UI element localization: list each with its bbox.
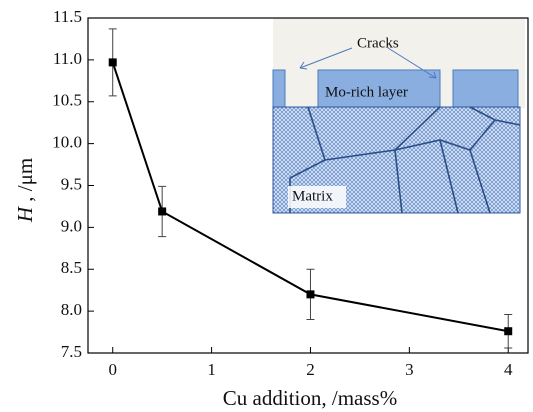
y-tick-label: 8.5 [61,258,82,277]
inset-diagram: Cracks Mo-rich layer Matrix [273,18,525,213]
page: {"chart_data": {"type": "line", "x": [0,… [0,0,533,412]
y-tick-label: 8.0 [61,300,82,319]
annotation: Matrix [292,188,333,204]
y-tick-label: 11.0 [53,49,82,68]
x-tick-label: 2 [306,360,315,379]
y-tick-label: 7.5 [61,342,82,361]
marker [158,207,166,215]
y-tick-label: 10.0 [52,133,82,152]
y-tick-label: 10.5 [52,91,82,110]
y-tick-label: 9.0 [61,216,82,235]
x-tick-label: 0 [108,360,117,379]
y-axis-label: H , /μm [13,158,37,223]
marker [109,58,117,66]
y-tick-label: 9.5 [61,174,82,193]
y-tick-label: 11.5 [53,7,82,26]
marker [504,327,512,335]
y-axis-unit: , /μm [13,158,37,207]
annotation: Mo-rich layer [325,84,408,100]
x-tick-label: 3 [405,360,414,379]
x-tick-label: 4 [504,360,513,379]
chart: Cracks Mo-rich layer Matrix Cu addition,… [0,0,533,412]
x-tick-label: 1 [207,360,216,379]
annotation: Cracks [357,35,399,51]
x-axis-label: Cu addition, /mass% [223,386,397,410]
marker [306,290,314,298]
